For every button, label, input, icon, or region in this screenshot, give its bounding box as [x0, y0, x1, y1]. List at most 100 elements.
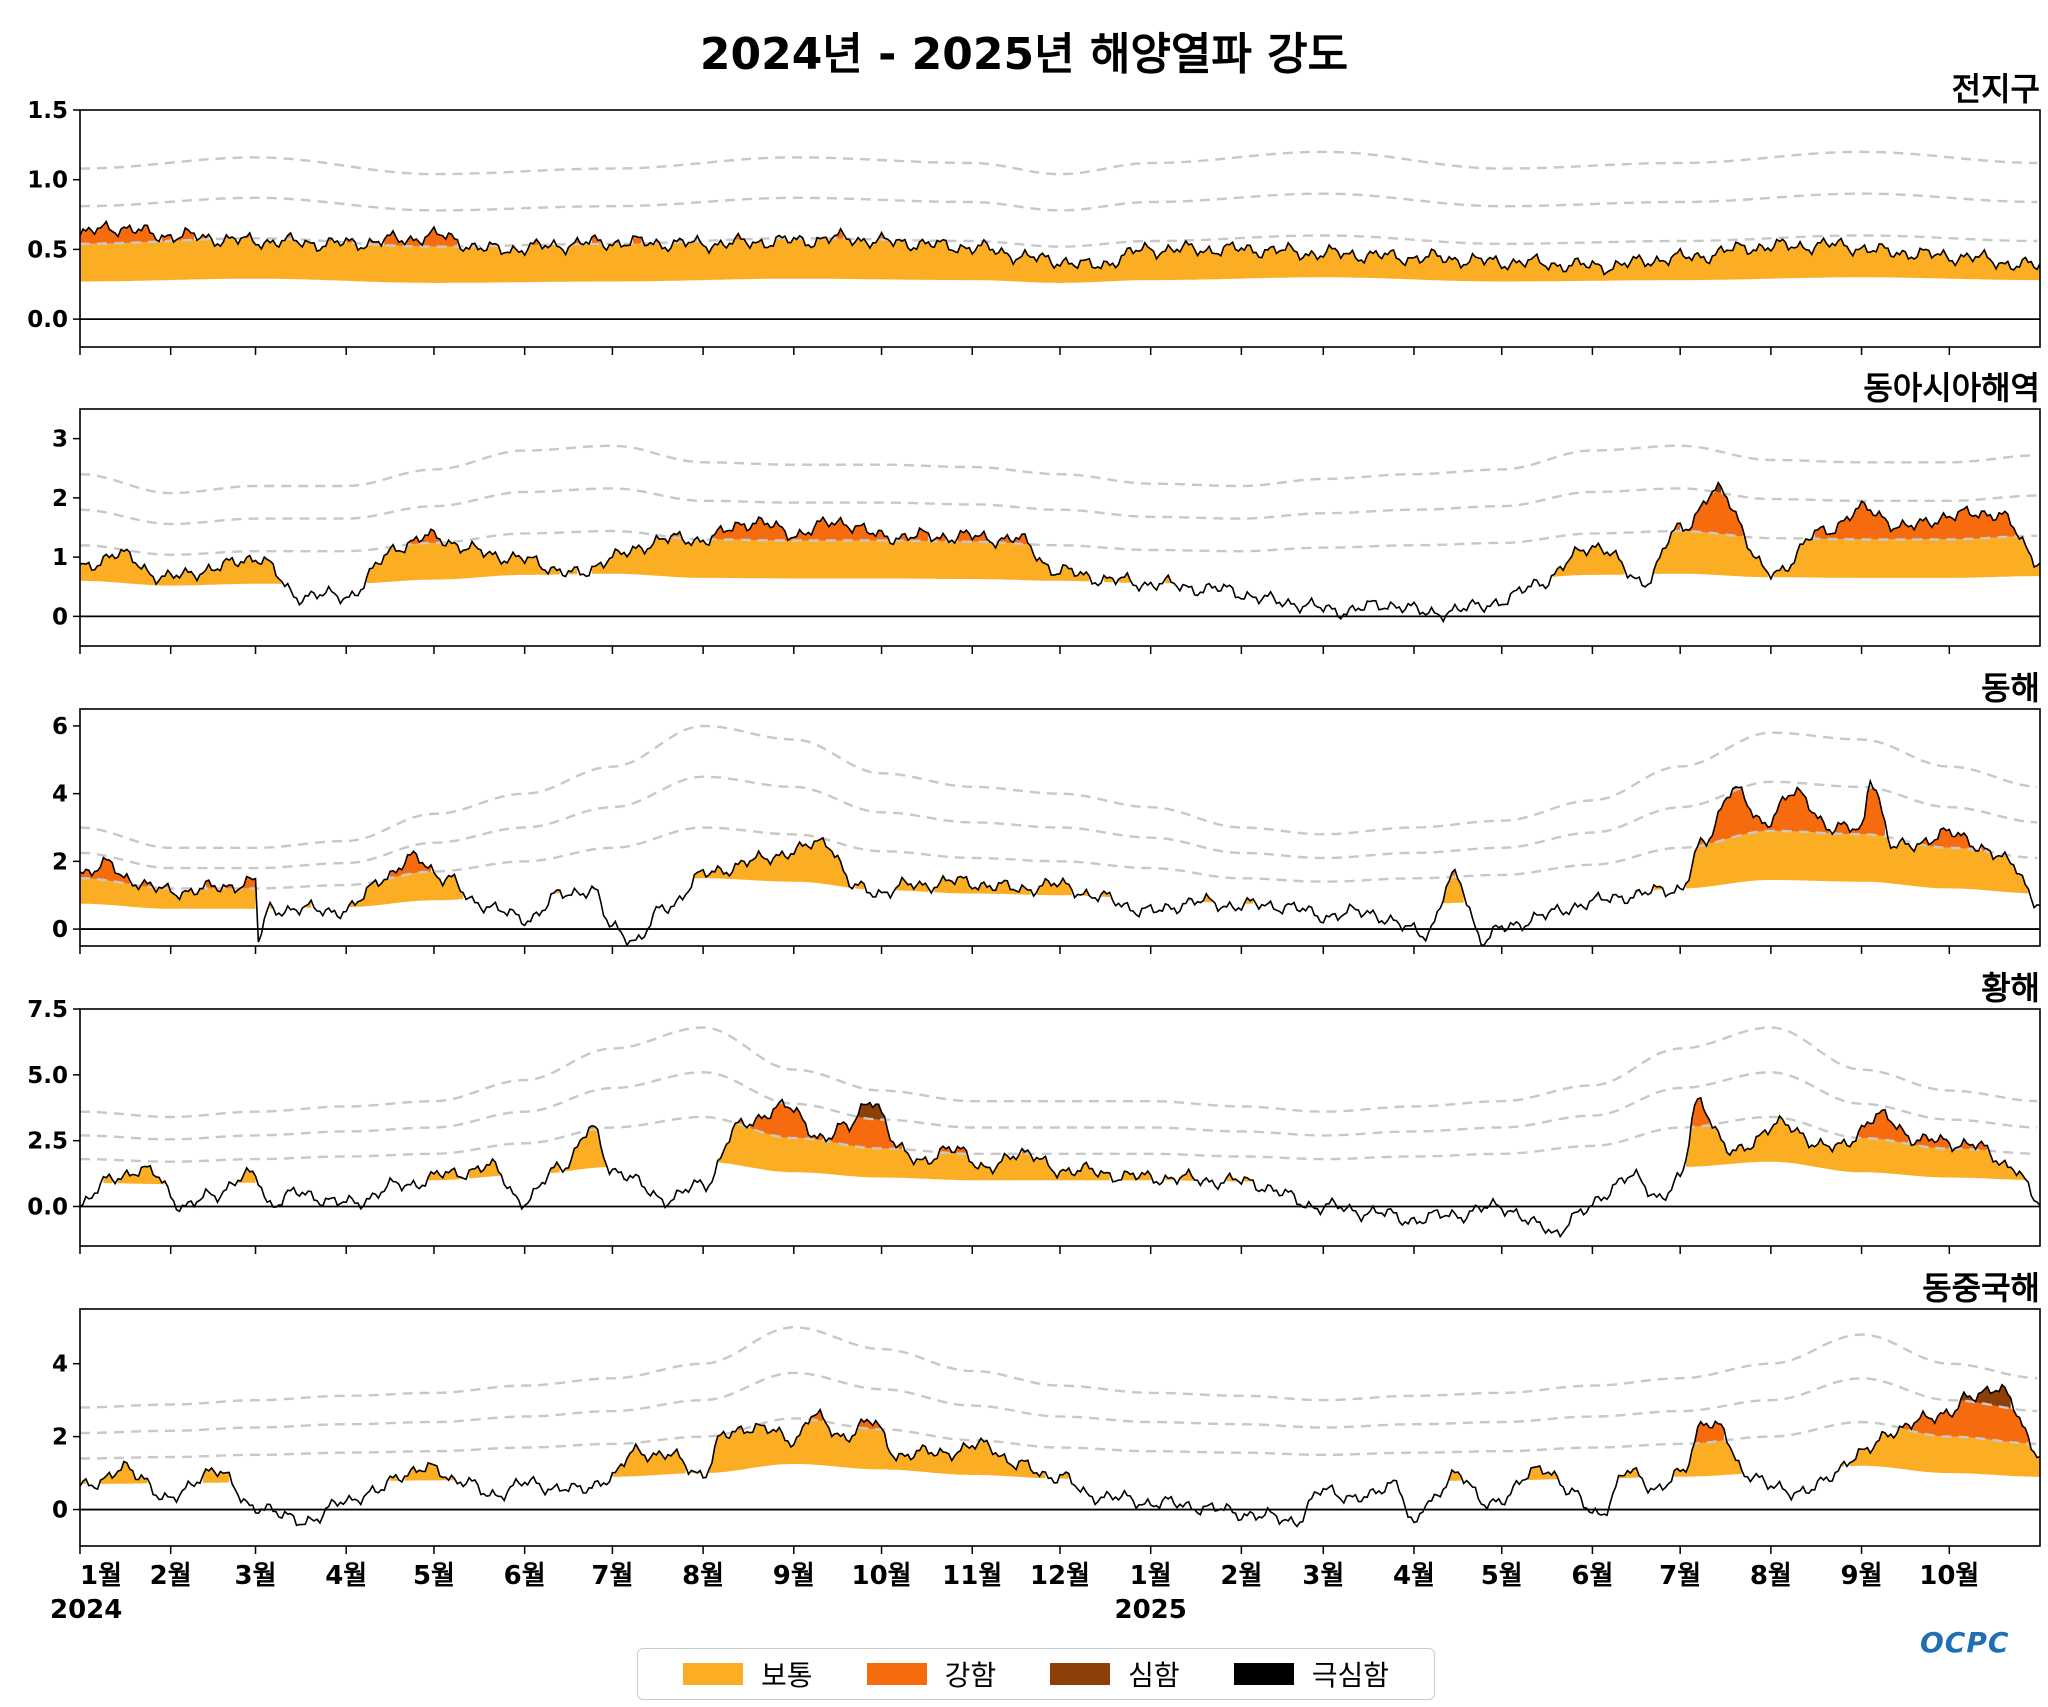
legend-label-severe: 심함: [1128, 1659, 1180, 1692]
moderate-band: [103, 1117, 2026, 1185]
x-tick-label: 2월: [150, 1561, 192, 1591]
anomaly-line: [80, 1096, 2040, 1239]
y-tick-label: 0.0: [27, 307, 68, 333]
threshold-4x-line: [80, 1326, 2038, 1409]
panel-1: 전지구 0.0 0.5 1.0 1.5: [27, 70, 2041, 355]
panel-frame: [79, 1308, 2041, 1547]
legend-swatch-strong: [866, 1663, 927, 1685]
y-tick-label: 0: [52, 604, 68, 630]
legend-swatch-moderate: [683, 1663, 744, 1685]
x-tick-year-label: 2024: [50, 1595, 122, 1625]
severe-band: [858, 1102, 885, 1120]
y-tick-label: 1: [52, 545, 68, 571]
panel-plot-area: [80, 444, 2040, 624]
panel-2: 동아시아해역 0 1 2 3: [52, 369, 2041, 654]
panel-3: 동해 0 2 4 6: [52, 669, 2041, 954]
y-tick-label: 5.0: [27, 1063, 68, 1089]
panel-frame: [79, 1008, 2041, 1247]
legend: 보통 강함 심함 극심함: [637, 1648, 1435, 1700]
y-tick-label: 0.0: [27, 1195, 68, 1221]
panel-title: 동해: [1981, 669, 2040, 707]
x-tick-label: 3월: [235, 1561, 277, 1591]
threshold-3x-line: [80, 1371, 2038, 1435]
panel-frame: [79, 408, 2041, 647]
y-tick-label: 4: [52, 1352, 68, 1378]
x-tick-label: 5월: [413, 1561, 455, 1591]
legend-item-severe: 심함: [1050, 1654, 1180, 1694]
threshold-3x-line: [80, 487, 2038, 526]
threshold-3x-line: [80, 775, 2038, 870]
x-tick-label: 6월: [1571, 1561, 1613, 1591]
x-tick-label: 9월: [773, 1561, 815, 1591]
threshold-4x-line: [80, 444, 2038, 495]
panel-plot-area: [80, 1026, 2040, 1239]
y-tick-label: 3: [52, 427, 68, 453]
x-tick-label: 4월: [1393, 1561, 1435, 1591]
strong-band: [80, 787, 1991, 889]
anomaly-line: [80, 219, 2040, 276]
x-tick-label: 1월: [1130, 1561, 1172, 1591]
panel-5: 동중국해 0 2 4: [52, 1269, 2041, 1554]
anomaly-line: [80, 778, 2040, 946]
panel-plot-area: [80, 724, 2040, 946]
panel-frame: [79, 109, 2041, 348]
y-tick-label: 4: [52, 782, 68, 808]
threshold-3x-line: [80, 1070, 2038, 1141]
legend-label-strong: 강함: [944, 1659, 997, 1692]
panel-plot-area: [80, 1326, 2040, 1528]
y-tick-label: 2: [52, 849, 68, 875]
moderate-band: [80, 238, 2040, 283]
y-tick-label: 0.5: [27, 237, 68, 263]
y-tick-label: 0: [52, 1498, 68, 1524]
x-tick-label: 3월: [1302, 1561, 1344, 1591]
y-tick-label: 2: [52, 1425, 68, 1451]
moderate-band: [80, 830, 2029, 909]
y-tick-label: 1.0: [27, 168, 68, 194]
anomaly-line: [80, 1383, 2040, 1528]
legend-swatch-severe: [1050, 1663, 1111, 1685]
panel-4: 황해 0.0 2.5 5.0 7.5: [27, 969, 2041, 1254]
y-tick-label: 1.5: [27, 98, 68, 124]
x-tick-label: 10월: [1919, 1561, 1979, 1591]
x-tick-label: 12월: [1030, 1561, 1090, 1591]
panel-title: 전지구: [1952, 70, 2040, 108]
threshold-3x-line: [80, 192, 2038, 212]
y-tick-label: 6: [52, 714, 68, 740]
y-tick-label: 7.5: [27, 997, 68, 1023]
x-tick-label: 11월: [942, 1561, 1002, 1591]
threshold-4x-line: [80, 1026, 2038, 1119]
y-tick-label: 2: [52, 486, 68, 512]
strong-band: [720, 1400, 2029, 1444]
threshold-2x-line: [80, 234, 2038, 248]
threshold-2x-line: [80, 1417, 2038, 1460]
chart-title: 2024년 - 2025년 해양열파 강도: [699, 29, 1349, 80]
x-tick-label: 6월: [504, 1561, 546, 1591]
panel-plot-area: [80, 150, 2040, 321]
x-tick-label: 5월: [1481, 1561, 1523, 1591]
y-tick-label: 0: [52, 917, 68, 943]
threshold-4x-line: [80, 150, 2038, 176]
threshold-4x-line: [80, 724, 2038, 849]
legend-label-moderate: 보통: [761, 1659, 813, 1692]
threshold-2x-line: [80, 529, 2038, 556]
legend-item-extreme: 극심함: [1233, 1654, 1389, 1694]
legend-item-moderate: 보통: [683, 1654, 813, 1694]
x-tick-label: 8월: [682, 1561, 724, 1591]
anomaly-line: [80, 481, 2040, 624]
x-tick-label: 2월: [1220, 1561, 1262, 1591]
x-tick-label: 7월: [591, 1561, 633, 1591]
x-tick-label: 10월: [851, 1561, 911, 1591]
legend-label-extreme: 극심함: [1311, 1659, 1389, 1692]
x-tick-label: 1월: [80, 1561, 122, 1591]
x-tick-label: 9월: [1841, 1561, 1883, 1591]
x-tick-label: 4월: [325, 1561, 367, 1591]
panel-title: 동중국해: [1922, 1269, 2040, 1307]
strong-band: [589, 1097, 1988, 1154]
y-tick-label: 2.5: [27, 1129, 68, 1155]
legend-item-strong: 강함: [866, 1654, 997, 1694]
threshold-2x-line: [80, 826, 2038, 890]
x-tick-year-label: 2025: [1114, 1595, 1186, 1625]
x-tick-label: 7월: [1659, 1561, 1701, 1591]
panel-title: 동아시아해역: [1863, 369, 2040, 407]
